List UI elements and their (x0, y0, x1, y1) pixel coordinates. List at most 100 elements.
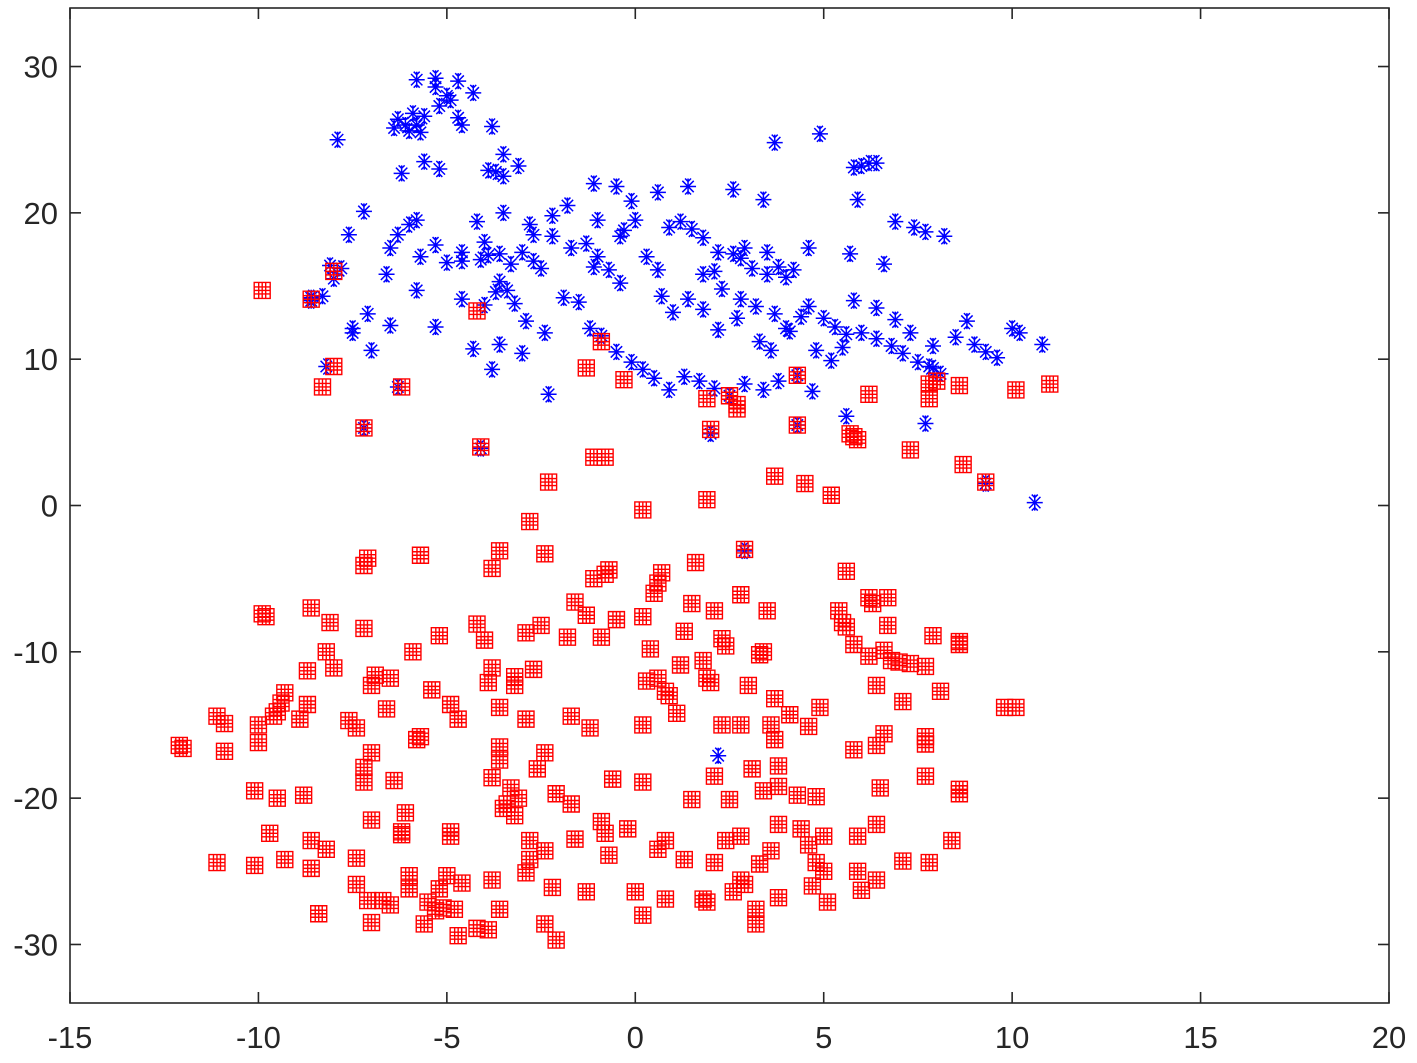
star-marker (570, 293, 587, 311)
star-marker (706, 262, 723, 280)
star-marker (608, 177, 625, 196)
star-marker (585, 175, 602, 193)
square-marker (901, 654, 920, 673)
square-marker (174, 739, 192, 758)
star-marker (453, 290, 470, 308)
series-red-square (170, 262, 1059, 949)
star-marker (589, 248, 606, 266)
square-marker (652, 564, 671, 582)
square-marker (931, 682, 950, 701)
square-marker (441, 695, 460, 714)
star-marker (438, 254, 455, 272)
star-marker (755, 191, 772, 209)
star-marker (615, 221, 632, 239)
square-marker (822, 486, 840, 504)
star-marker (514, 243, 531, 261)
square-marker (359, 891, 377, 910)
square-marker (291, 710, 309, 728)
square-marker (747, 900, 765, 919)
star-marker (521, 216, 538, 234)
square-marker (860, 385, 878, 403)
square-marker (668, 704, 686, 722)
square-marker (245, 856, 264, 875)
square-marker (528, 760, 547, 778)
square-marker (867, 815, 886, 834)
square-marker (735, 875, 754, 894)
square-marker (769, 888, 788, 907)
square-marker (505, 667, 524, 686)
star-marker (540, 385, 557, 403)
square-marker (490, 698, 509, 717)
star-marker (589, 211, 606, 229)
star-marker (431, 97, 448, 115)
square-marker (449, 926, 467, 945)
star-marker (781, 322, 798, 340)
star-marker (845, 292, 862, 310)
square-marker (788, 366, 807, 384)
star-marker (849, 191, 866, 209)
star-marker (484, 117, 501, 136)
square-marker (1007, 698, 1025, 717)
star-marker (431, 160, 448, 178)
star-marker (751, 333, 768, 351)
star-marker (793, 308, 810, 326)
square-marker (547, 785, 565, 803)
y-tick-label: 20 (24, 196, 58, 231)
square-marker (298, 695, 317, 714)
square-marker (732, 827, 750, 845)
star-marker (649, 261, 666, 279)
square-marker (298, 662, 317, 680)
star-marker (363, 341, 380, 359)
square-marker (924, 627, 942, 645)
square-marker (675, 622, 693, 641)
star-marker (736, 375, 753, 393)
star-marker (612, 274, 629, 292)
star-marker (491, 336, 508, 354)
star-marker (378, 265, 395, 283)
star-marker (491, 245, 508, 263)
square-marker (415, 915, 433, 933)
star-marker (329, 131, 346, 149)
star-marker (947, 328, 964, 346)
star-marker (525, 226, 542, 244)
square-marker (521, 831, 539, 850)
square-marker (592, 628, 611, 646)
star-marker (823, 352, 840, 370)
square-marker (879, 616, 897, 635)
square-marker (796, 474, 814, 493)
square-marker (762, 716, 780, 734)
star-marker (989, 349, 1006, 367)
square-marker (392, 826, 411, 844)
square-marker (479, 673, 498, 692)
square-marker (739, 676, 758, 695)
square-marker (603, 770, 622, 788)
star-marker (533, 259, 550, 277)
square-marker (637, 672, 656, 690)
star-marker (427, 78, 444, 96)
square-marker (634, 906, 652, 924)
star-marker (563, 239, 580, 257)
star-marker (487, 163, 504, 181)
square-marker (660, 687, 678, 705)
star-marker (695, 265, 712, 283)
square-marker (592, 332, 611, 351)
square-marker (475, 631, 494, 649)
star-marker (382, 239, 399, 257)
square-marker (950, 376, 969, 395)
y-tick-label: -10 (13, 635, 58, 670)
star-marker (499, 281, 516, 299)
square-marker (634, 716, 652, 734)
square-marker (762, 842, 780, 860)
square-marker (215, 742, 234, 761)
star-marker (585, 258, 602, 276)
square-marker (728, 400, 746, 418)
star-marker (762, 341, 779, 359)
square-marker (547, 931, 565, 949)
star-marker (759, 243, 776, 261)
star-marker (725, 245, 742, 263)
square-marker (641, 640, 660, 658)
star-marker (397, 116, 414, 134)
star-marker (902, 324, 919, 342)
square-marker (950, 785, 969, 803)
square-marker (634, 608, 652, 626)
